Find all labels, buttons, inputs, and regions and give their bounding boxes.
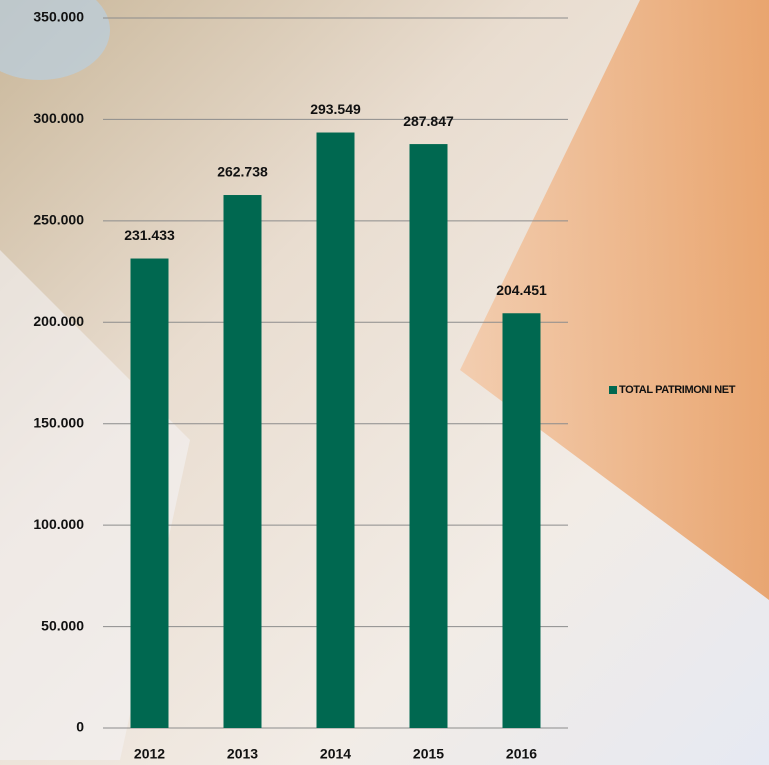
bar (223, 195, 262, 728)
y-tick-label: 300.000 (33, 110, 84, 126)
data-label: 204.451 (496, 282, 547, 298)
x-tick-label: 2016 (506, 746, 537, 762)
bar (316, 132, 355, 728)
y-tick-label: 50.000 (41, 617, 84, 633)
y-tick-label: 100.000 (33, 516, 84, 532)
legend-label: TOTAL PATRIMONI NET (619, 384, 736, 396)
data-label: 231.433 (124, 227, 175, 243)
bar (502, 313, 541, 728)
x-tick-label: 2012 (134, 746, 165, 762)
bar (409, 144, 448, 729)
x-tick-label: 2014 (320, 746, 351, 762)
x-tick-label: 2015 (413, 746, 444, 762)
bar (130, 258, 169, 728)
y-tick-label: 0 (76, 719, 84, 735)
x-tick-label: 2013 (227, 746, 258, 762)
background-shape (460, 0, 769, 600)
data-label: 293.549 (310, 101, 361, 117)
data-label: 262.738 (217, 164, 268, 180)
legend-swatch (609, 386, 617, 394)
background-shape (0, 0, 110, 80)
y-tick-label: 150.000 (33, 414, 84, 430)
y-tick-label: 350.000 (33, 9, 84, 25)
y-tick-label: 200.000 (33, 313, 84, 329)
y-tick-label: 250.000 (33, 212, 84, 228)
data-label: 287.847 (403, 113, 454, 129)
